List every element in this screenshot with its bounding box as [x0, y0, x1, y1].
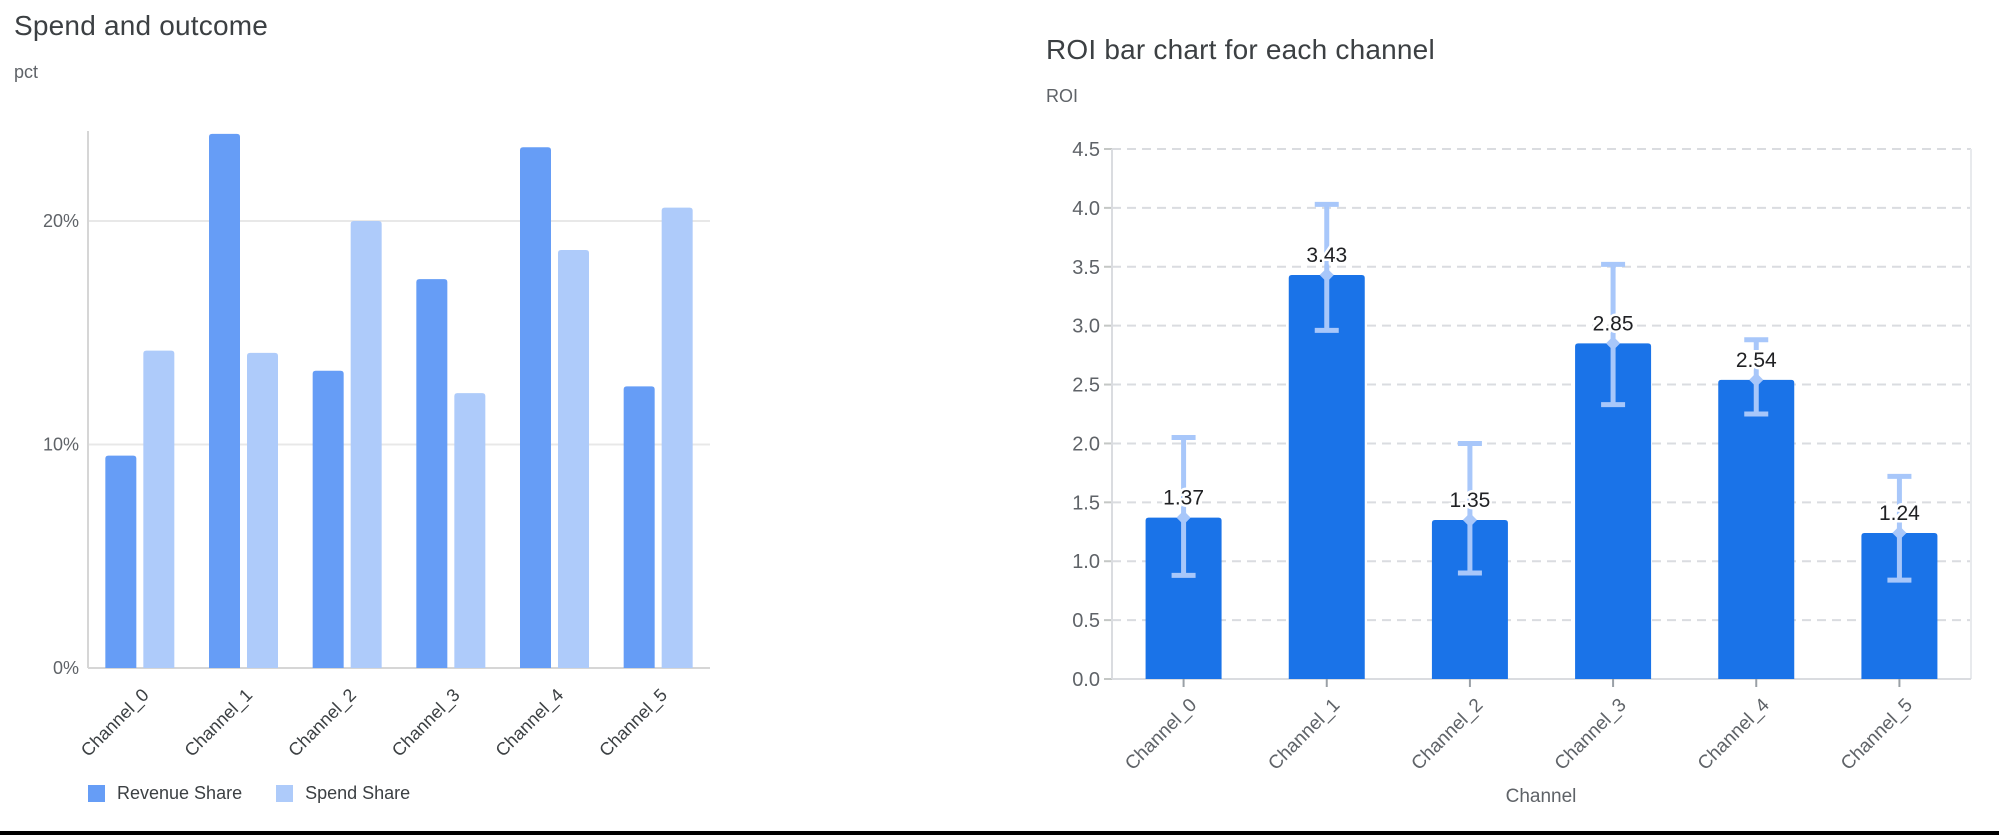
- y-tick-label: 3.0: [1072, 316, 1100, 338]
- error-bar-channel_1: [1314, 201, 1339, 333]
- bar-roi-channel_3[interactable]: [1575, 343, 1652, 679]
- roi-chart-title: ROI bar chart for each channel: [1046, 34, 1435, 65]
- x-tick-label: Channel_0: [1121, 695, 1201, 775]
- x-tick-label: Channel_4: [492, 685, 568, 761]
- bar-roi-channel_1[interactable]: [1288, 275, 1365, 679]
- spend-outcome-title: Spend and outcome: [14, 10, 269, 41]
- roi-plot: 0.0 0.5 1.0 1.5 2.0 2.5 3.0 3.5 4.0 4.5 1.37 Channe…: [1072, 139, 1972, 775]
- y-tick-label: 4.5: [1072, 139, 1100, 161]
- error-bar-channel_5: [1887, 473, 1912, 583]
- bar-roi-channel_2[interactable]: [1431, 519, 1508, 679]
- x-tick-label: Channel_4: [1694, 694, 1774, 774]
- bar-value-label: 1.35: [1449, 489, 1490, 512]
- bar-revenue-share-channel_3[interactable]: [416, 279, 448, 668]
- y-tick-label: 0.0: [1072, 669, 1100, 691]
- bar-spend-share-channel_3[interactable]: [454, 393, 486, 668]
- revenue-share-legend-label: Revenue Share: [117, 783, 243, 803]
- bar-revenue-share-channel_0[interactable]: [105, 455, 137, 668]
- x-tick-label: Channel_2: [284, 685, 360, 761]
- bottom-border-rule: [0, 831, 1999, 835]
- legend-item-spend-share[interactable]: Spend Share: [276, 783, 410, 804]
- bar-spend-share-channel_4[interactable]: [558, 250, 589, 668]
- y-tick-label: 1.5: [1072, 492, 1100, 514]
- roi-x-axis-title: Channel: [1505, 786, 1577, 807]
- x-tick-label: Channel_2: [1408, 695, 1488, 775]
- spend-share-legend-label: Spend Share: [305, 783, 411, 803]
- spend-share-swatch-icon: [276, 785, 294, 802]
- roi-y-axis-title: ROI: [1046, 86, 1079, 106]
- bar-revenue-share-channel_4[interactable]: [520, 147, 551, 668]
- x-tick-label: Channel_3: [1551, 695, 1631, 775]
- bar-value-label: 1.37: [1163, 487, 1204, 510]
- bar-spend-share-channel_1[interactable]: [247, 352, 278, 668]
- bar-value-label: 1.24: [1879, 502, 1920, 525]
- spend-outcome-plot: 0% 10% 20% Channel_0 Channel_1 Channel_2 Chann…: [43, 131, 710, 761]
- y-tick-label: 0%: [53, 658, 79, 678]
- x-tick-label: Channel_5: [595, 685, 671, 761]
- bar-revenue-share-channel_5[interactable]: [623, 386, 655, 668]
- y-tick-label: 2.0: [1072, 433, 1100, 455]
- bar-roi-channel_5[interactable]: [1861, 532, 1938, 679]
- x-tick-label: Channel_0: [77, 685, 153, 761]
- legend-item-revenue-share[interactable]: Revenue Share: [88, 783, 242, 804]
- spend-outcome-legend: Revenue Share Spend Share: [88, 783, 410, 804]
- error-bar-channel_0: [1171, 435, 1196, 578]
- bar-roi-channel_0[interactable]: [1145, 517, 1222, 679]
- error-bar-channel_4: [1744, 337, 1769, 417]
- bar-spend-share-channel_2[interactable]: [350, 221, 382, 668]
- x-tick-label: Channel_3: [388, 685, 464, 761]
- revenue-share-swatch-icon: [88, 785, 105, 802]
- error-bar-channel_2: [1457, 440, 1482, 576]
- bar-spend-share-channel_0[interactable]: [143, 350, 175, 668]
- y-tick-label: 2.5: [1072, 375, 1100, 397]
- bar-revenue-share-channel_2[interactable]: [312, 370, 344, 668]
- bar-roi-channel_4[interactable]: [1718, 379, 1795, 679]
- y-tick-label: 3.5: [1072, 257, 1100, 279]
- bar-value-label: 2.85: [1593, 312, 1634, 335]
- x-tick-label: Channel_5: [1837, 695, 1917, 775]
- bar-value-label: 2.54: [1736, 349, 1777, 372]
- y-tick-label: 20%: [43, 211, 79, 231]
- bar-revenue-share-channel_1[interactable]: [209, 133, 240, 668]
- bar-value-label: 3.43: [1306, 244, 1347, 267]
- error-bar-channel_3: [1601, 261, 1626, 408]
- bar-spend-share-channel_5[interactable]: [661, 207, 693, 668]
- x-tick-label: Channel_1: [181, 685, 257, 761]
- y-tick-label: 0.5: [1072, 610, 1100, 632]
- spend-outcome-y-axis-title: pct: [14, 62, 39, 82]
- y-tick-label: 4.0: [1072, 198, 1100, 220]
- x-tick-label: Channel_1: [1264, 695, 1344, 775]
- y-tick-label: 10%: [43, 435, 79, 455]
- y-tick-label: 1.0: [1072, 551, 1100, 573]
